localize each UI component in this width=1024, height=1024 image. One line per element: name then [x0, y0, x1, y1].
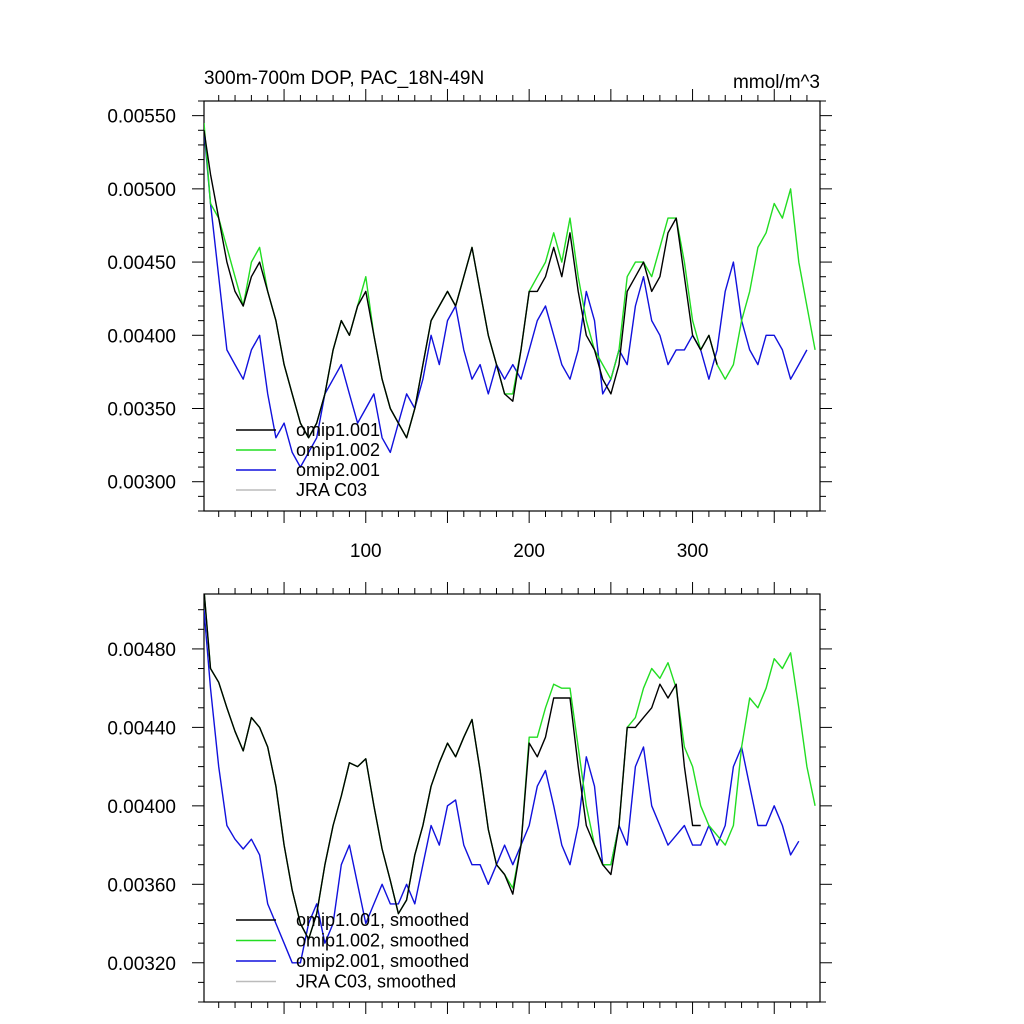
bottom-legend-label: omip1.001, smoothed — [296, 910, 469, 930]
top-ytick-label: 0.00300 — [107, 473, 176, 494]
bottom-legend-label: JRA C03, smoothed — [296, 972, 456, 992]
bottom-ytick-label: 0.00480 — [107, 640, 176, 661]
top-panel-units: mmol/m^3 — [733, 72, 820, 93]
top-ytick-label: 0.00450 — [107, 253, 176, 274]
bottom-series-omip2-001-smoothed — [204, 609, 800, 964]
top-series-omip2-001 — [204, 130, 808, 468]
bottom-series-group — [204, 594, 816, 964]
top-ytick-label: 0.00350 — [107, 400, 176, 421]
bottom-ytick-label: 0.00440 — [107, 718, 176, 739]
bottom-series-omip1-001-smoothed — [204, 594, 701, 940]
top-legend-label: omip2.001 — [296, 460, 380, 480]
top-xtick-label: 300 — [677, 541, 709, 562]
bottom-legend-label: omip2.001, smoothed — [296, 951, 469, 971]
top-xtick-label: 100 — [350, 541, 382, 562]
bottom-legend-label: omip1.002, smoothed — [296, 931, 469, 951]
top-legend-label: omip1.002 — [296, 440, 380, 460]
bottom-ticks: 0.00320 0.00360 0.00400 0.00440 0.00480 — [107, 582, 832, 1014]
top-series-group — [204, 122, 816, 468]
top-legend-label: omip1.001 — [296, 420, 380, 440]
top-ytick-label: 0.00500 — [107, 180, 176, 201]
bottom-ytick-label: 0.00320 — [107, 954, 176, 975]
top-panel-title: 300m-700m DOP, PAC_18N-49N — [204, 68, 484, 89]
bottom-plot-frame — [203, 593, 821, 1003]
top-ticks: 100 200 300 0.00300 0.00350 0.00400 0.00450 0.0… — [107, 89, 832, 562]
top-legend-label: JRA C03 — [296, 480, 367, 500]
bottom-panel: 0.00320 0.00360 0.00400 0.00440 0.00480 omip… — [107, 582, 832, 1014]
bottom-ytick-label: 0.00360 — [107, 875, 176, 896]
top-ytick-label: 0.00400 — [107, 326, 176, 347]
bottom-ytick-label: 0.00400 — [107, 797, 176, 818]
top-panel: 300m-700m DOP, PAC_18N-49N mmol/m^3 100 2… — [107, 68, 832, 562]
top-ytick-label: 0.00550 — [107, 107, 176, 128]
top-xtick-label: 200 — [513, 541, 545, 562]
top-series-omip1-001 — [204, 130, 718, 439]
top-series-omip1-002 — [204, 122, 816, 439]
